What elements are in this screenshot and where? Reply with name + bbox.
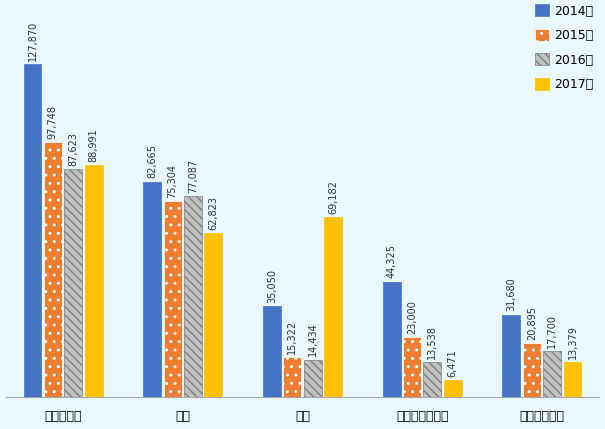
Text: 88,991: 88,991: [88, 128, 99, 162]
Bar: [383, 281, 401, 397]
Bar: [424, 362, 442, 397]
Text: 35,050: 35,050: [267, 269, 277, 303]
Bar: [24, 63, 42, 397]
Text: 23,000: 23,000: [407, 300, 417, 334]
Legend: 2014年, 2015年, 2016年, 2017年: 2014年, 2015年, 2016年, 2017年: [535, 4, 593, 91]
Bar: [263, 306, 281, 397]
Text: 82,665: 82,665: [147, 145, 157, 178]
Bar: [543, 351, 561, 397]
Text: 127,870: 127,870: [27, 20, 38, 60]
Bar: [523, 343, 541, 397]
Text: 14,434: 14,434: [308, 323, 318, 356]
Text: 69,182: 69,182: [328, 180, 338, 214]
Text: 15,322: 15,322: [287, 320, 297, 354]
Bar: [304, 360, 322, 397]
Bar: [283, 357, 301, 397]
Bar: [85, 165, 102, 397]
Bar: [44, 142, 62, 397]
Bar: [403, 337, 421, 397]
Bar: [184, 196, 202, 397]
Text: 44,325: 44,325: [387, 245, 397, 278]
Text: 62,823: 62,823: [208, 196, 218, 230]
Text: 75,304: 75,304: [168, 163, 178, 198]
Text: 87,623: 87,623: [68, 132, 78, 166]
Text: 13,538: 13,538: [427, 325, 437, 359]
Bar: [64, 169, 82, 397]
Bar: [204, 233, 222, 397]
Bar: [444, 381, 462, 397]
Bar: [324, 217, 342, 397]
Text: 20,895: 20,895: [527, 305, 537, 340]
Bar: [563, 363, 581, 397]
Text: 13,379: 13,379: [567, 325, 578, 359]
Text: 17,700: 17,700: [547, 314, 557, 348]
Bar: [503, 314, 520, 397]
Bar: [143, 181, 161, 397]
Text: 97,748: 97,748: [48, 105, 58, 139]
Text: 77,087: 77,087: [188, 159, 198, 193]
Text: 31,680: 31,680: [506, 278, 517, 311]
Text: 6,471: 6,471: [448, 350, 458, 377]
Bar: [163, 201, 182, 397]
